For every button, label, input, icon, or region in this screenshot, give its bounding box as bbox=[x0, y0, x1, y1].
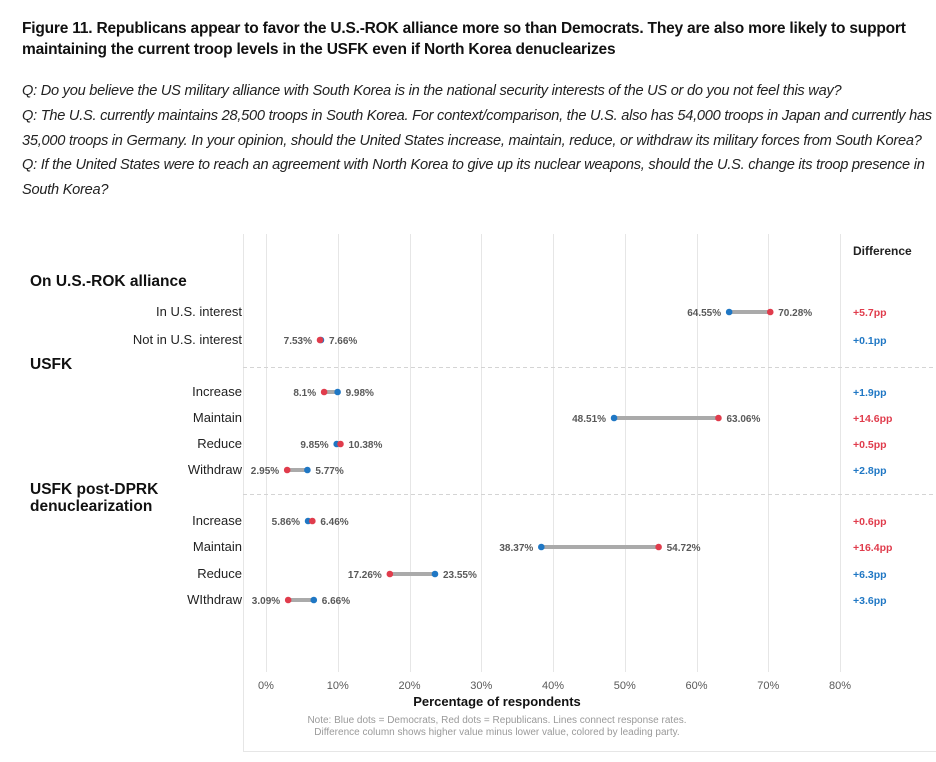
difference-value: +0.6pp bbox=[853, 516, 887, 528]
democrat-dot bbox=[310, 596, 318, 604]
chart-row: WIthdraw 3.09% 6.66% +3.6pp bbox=[187, 592, 886, 607]
group-label: USFK bbox=[30, 356, 73, 373]
chart-row: Maintain 38.37% 54.72% +16.4pp bbox=[193, 539, 893, 554]
row-label: Maintain bbox=[193, 410, 242, 425]
group-label-line: USFK post-DPRK bbox=[30, 481, 159, 498]
group-label: USFK post-DPRK denuclearization bbox=[30, 481, 159, 515]
row-label: In U.S. interest bbox=[156, 304, 242, 319]
gridlines bbox=[266, 234, 841, 672]
value-label-high: 6.46% bbox=[320, 517, 348, 528]
row-label: WIthdraw bbox=[187, 592, 243, 607]
republican-dot bbox=[309, 517, 316, 525]
chart-row: Maintain 48.51% 63.06% +14.6pp bbox=[193, 410, 893, 425]
row-label: Maintain bbox=[193, 539, 242, 554]
chart-row: Reduce 9.85% 10.38% +0.5pp bbox=[197, 436, 886, 451]
question-alliance: Q: Do you believe the US military allian… bbox=[22, 83, 842, 99]
row-label: Not in U.S. interest bbox=[133, 332, 242, 347]
row-label: Increase bbox=[192, 384, 242, 399]
rows: In U.S. interest 64.55% 70.28% +5.7pp Not in… bbox=[133, 304, 893, 607]
value-label-low: 7.53% bbox=[284, 336, 312, 347]
value-label-low: 38.37% bbox=[499, 543, 533, 554]
value-label-high: 5.77% bbox=[315, 466, 343, 477]
republican-dot bbox=[766, 308, 774, 316]
x-tick-label: 20% bbox=[398, 680, 420, 692]
difference-value: +5.7pp bbox=[853, 307, 887, 319]
x-tick-label: 50% bbox=[614, 680, 636, 692]
difference-value: +16.4pp bbox=[853, 542, 892, 554]
row-label: Withdraw bbox=[188, 462, 243, 477]
question-post-denuclearization: Q: If the United States were to reach an… bbox=[22, 157, 925, 199]
value-label-low: 17.26% bbox=[348, 570, 382, 581]
row-label: Reduce bbox=[197, 436, 242, 451]
difference-value: +2.8pp bbox=[853, 465, 887, 477]
democrat-dot bbox=[431, 570, 439, 578]
difference-value: +0.5pp bbox=[853, 439, 887, 451]
value-label-high: 23.55% bbox=[443, 570, 477, 581]
democrat-dot bbox=[334, 388, 341, 396]
x-tick-label: 30% bbox=[470, 680, 492, 692]
chart-row: Reduce 17.26% 23.55% +6.3pp bbox=[197, 566, 886, 581]
difference-value: +1.9pp bbox=[853, 387, 887, 399]
value-label-low: 2.95% bbox=[251, 466, 279, 477]
figure-title: Figure 11. Republicans appear to favor t… bbox=[22, 20, 906, 58]
group-label-line: denuclearization bbox=[30, 498, 152, 515]
value-label-high: 63.06% bbox=[726, 414, 760, 425]
value-label-low: 64.55% bbox=[687, 308, 721, 319]
value-label-high: 10.38% bbox=[348, 440, 382, 451]
difference-header: Difference bbox=[853, 244, 912, 258]
value-label-high: 9.98% bbox=[346, 388, 374, 399]
x-tick-label: 60% bbox=[685, 680, 707, 692]
x-axis-ticks: 0% 10% 20% 30% 40% 50% 60% 70% 80% bbox=[258, 680, 851, 692]
x-axis-title: Percentage of respondents bbox=[413, 694, 581, 709]
value-label-low: 5.86% bbox=[272, 517, 300, 528]
x-tick-label: 0% bbox=[258, 680, 274, 692]
republican-dot bbox=[715, 414, 722, 422]
difference-value: +6.3pp bbox=[853, 569, 887, 581]
value-label-low: 8.1% bbox=[293, 388, 316, 399]
group-labels: On U.S.-ROK alliance USFK USFK post-DPRK de… bbox=[30, 273, 187, 515]
difference-value: +14.6pp bbox=[853, 413, 892, 425]
row-label: Reduce bbox=[197, 566, 242, 581]
group-label: On U.S.-ROK alliance bbox=[30, 273, 187, 290]
chart-row: Not in U.S. interest 7.53% 7.66% +0.1pp bbox=[133, 332, 887, 347]
republican-dot bbox=[316, 336, 324, 344]
chart-panel bbox=[243, 234, 936, 752]
republican-dot bbox=[283, 466, 291, 474]
value-label-low: 3.09% bbox=[252, 596, 280, 607]
democrat-dot bbox=[610, 414, 618, 422]
x-tick-label: 10% bbox=[327, 680, 349, 692]
value-label-high: 70.28% bbox=[778, 308, 812, 319]
value-label-high: 7.66% bbox=[329, 336, 357, 347]
group-label-line: On U.S.-ROK alliance bbox=[30, 273, 187, 290]
chart-row: Increase 8.1% 9.98% +1.9pp bbox=[192, 384, 886, 399]
value-label-low: 48.51% bbox=[572, 414, 606, 425]
chart-row: Withdraw 2.95% 5.77% +2.8pp bbox=[188, 462, 887, 477]
republican-dot bbox=[320, 388, 328, 396]
group-separators bbox=[243, 367, 936, 495]
republican-dot bbox=[655, 543, 662, 551]
value-label-high: 54.72% bbox=[667, 543, 701, 554]
x-tick-label: 70% bbox=[757, 680, 779, 692]
democrat-dot bbox=[538, 543, 545, 551]
row-label: Increase bbox=[192, 513, 242, 528]
note-line-2: Difference column shows higher value min… bbox=[314, 727, 679, 738]
chart-row: In U.S. interest 64.55% 70.28% +5.7pp bbox=[156, 304, 887, 319]
value-label-high: 6.66% bbox=[322, 596, 350, 607]
group-label-line: USFK bbox=[30, 356, 73, 373]
republican-dot bbox=[386, 570, 394, 578]
democrat-dot bbox=[304, 466, 311, 474]
x-tick-label: 40% bbox=[542, 680, 564, 692]
difference-value: +3.6pp bbox=[853, 595, 887, 607]
value-label-low: 9.85% bbox=[300, 440, 328, 451]
x-tick-label: 80% bbox=[829, 680, 851, 692]
question-troop-levels: Q: The U.S. currently maintains 28,500 t… bbox=[22, 107, 932, 149]
note-line-1: Note: Blue dots = Democrats, Red dots = … bbox=[307, 715, 686, 726]
democrat-dot bbox=[725, 308, 733, 316]
republican-dot bbox=[284, 596, 292, 604]
republican-dot bbox=[337, 440, 344, 448]
chart-row: Increase 5.86% 6.46% +0.6pp bbox=[192, 513, 886, 528]
difference-value: +0.1pp bbox=[853, 335, 887, 347]
survey-questions: Q: Do you believe the US military allian… bbox=[22, 79, 934, 203]
